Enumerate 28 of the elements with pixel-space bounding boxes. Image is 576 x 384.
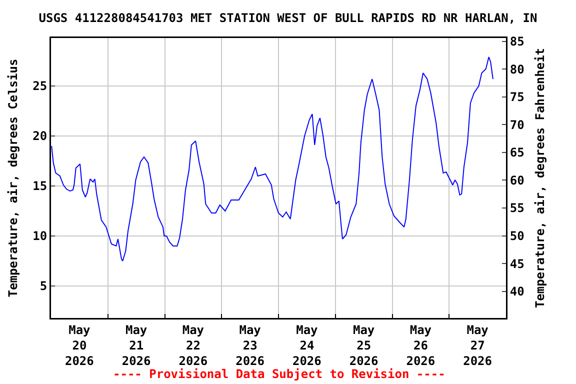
x-tick-label: May 27 2026 <box>463 322 492 368</box>
y2-tick-label: 65 <box>510 146 524 160</box>
x-tick-label: May 25 2026 <box>349 322 378 368</box>
y2-tick-label: 40 <box>510 284 524 299</box>
y2-tick-label: 80 <box>510 62 524 76</box>
x-tick-label: May 24 2026 <box>292 322 322 368</box>
line-series <box>51 56 494 262</box>
x-tick-label: May 23 2026 <box>236 322 265 368</box>
y-tick-label: 10 <box>32 229 48 244</box>
y-tick-label: 20 <box>32 129 48 144</box>
x-tick-label: May 22 2026 <box>178 322 208 368</box>
chart-title: USGS 411228084541703 MET STATION WEST OF BULL RAPIDS RD NR HARLAN, IN <box>38 10 538 25</box>
y-tick-label: 15 <box>32 179 48 194</box>
y2-tick-label: 45 <box>510 256 524 271</box>
y2-tick-label: 50 <box>510 228 524 243</box>
x-tick-label: May 20 2026 <box>64 322 94 368</box>
y-tick-label: 25 <box>32 79 48 94</box>
x-tick-label: May 26 2026 <box>406 322 436 368</box>
y2-tick-label: 60 <box>510 173 524 188</box>
text: ---- Provisional Data Subject to Revision ---- <box>113 367 446 381</box>
y2-tick-label: 85 <box>510 34 524 49</box>
x-tick-label: May 21 2026 <box>122 322 151 368</box>
y-tick-label: 5 <box>40 279 48 294</box>
y2-tick-label: 55 <box>510 201 524 216</box>
y2-axis-title: Temperature, air, degrees Fahrenheit <box>533 48 548 308</box>
y2-tick-label: 70 <box>510 118 524 132</box>
y2-tick-label: 75 <box>510 90 524 104</box>
y-axis-title: Temperature, air, degrees Celsius <box>6 58 20 298</box>
